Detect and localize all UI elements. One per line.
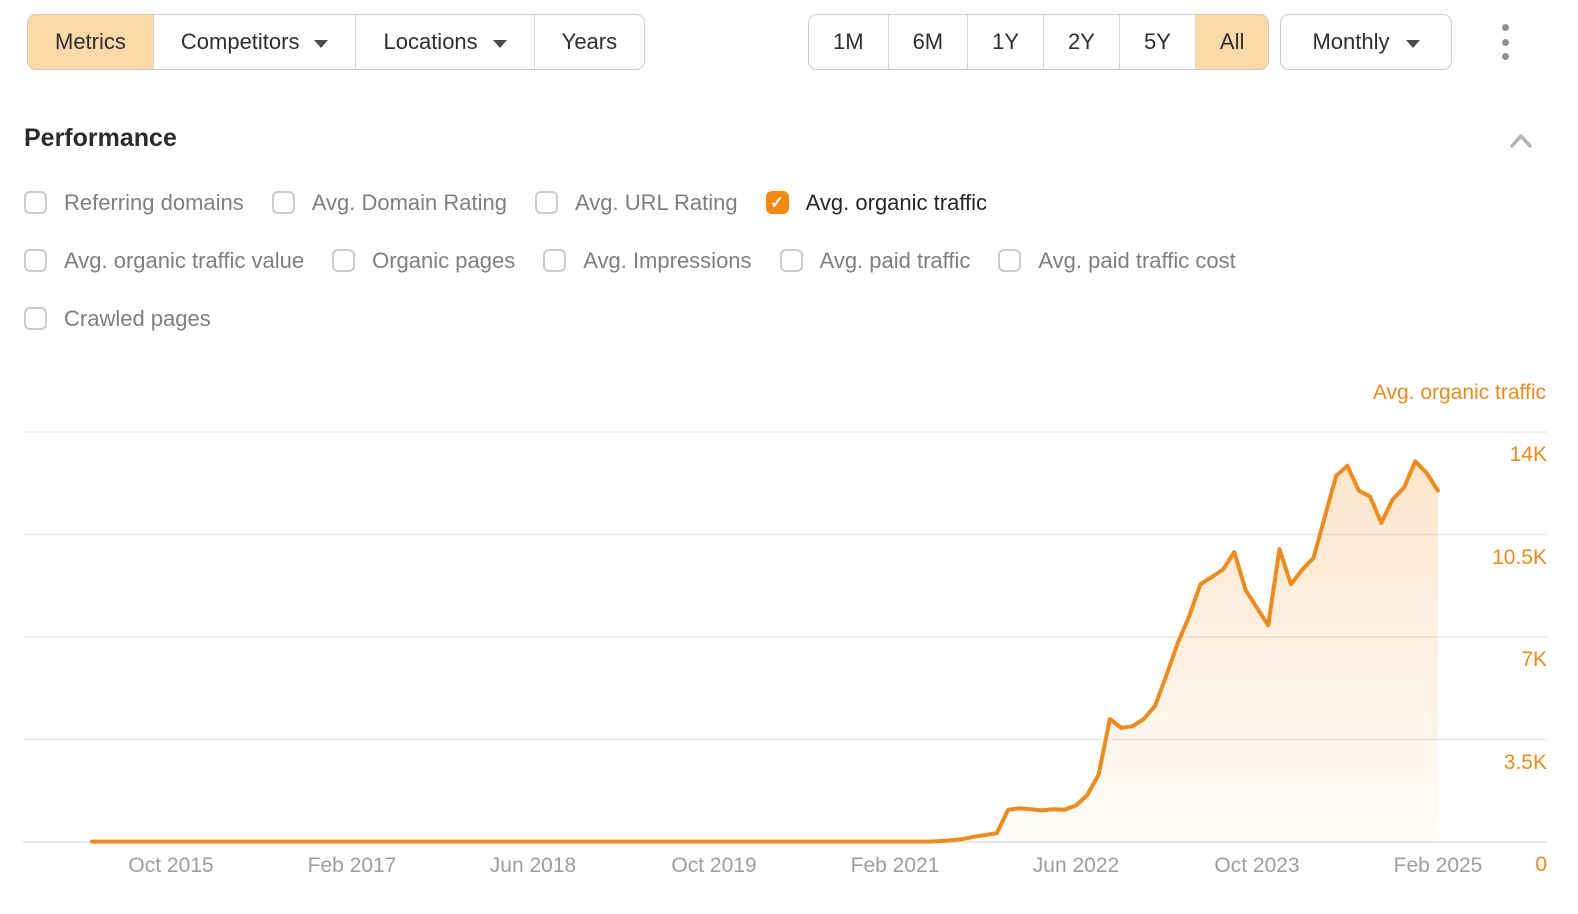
toolbar-button-metrics[interactable]: Metrics xyxy=(28,15,153,69)
range-button-1m[interactable]: 1M xyxy=(809,15,888,69)
metric-toggle-avg-url-rating[interactable]: Avg. URL Rating xyxy=(535,190,738,216)
metric-label: Crawled pages xyxy=(64,305,211,331)
button-label: Years xyxy=(561,29,618,54)
metric-toggle-avg-paid-traffic-cost[interactable]: Avg. paid traffic cost xyxy=(998,247,1236,274)
top-toolbar: Metrics Competitors Locations Years 1M 6M 1Y 2… xyxy=(0,0,1578,84)
metric-row: Referring domains Avg. Domain Rating Avg. … xyxy=(24,189,1236,216)
traffic-area-fill xyxy=(92,461,1438,842)
button-label: Competitors xyxy=(180,29,300,54)
metric-toggle-referring-domains[interactable]: Referring domains xyxy=(24,190,244,216)
more-options-button[interactable] xyxy=(1494,22,1516,62)
metric-checkbox-list: Referring domains Avg. Domain Rating Avg. … xyxy=(24,189,1236,363)
metric-toggle-organic-pages[interactable]: Organic pages xyxy=(332,248,515,274)
kebab-menu-icon xyxy=(1501,24,1509,31)
range-button-2y[interactable]: 2Y xyxy=(1043,15,1119,69)
interval-dropdown-label: Monthly xyxy=(1312,29,1390,54)
checkbox-unchecked[interactable] xyxy=(24,307,47,330)
metric-toggle-avg-paid-traffic[interactable]: Avg. paid traffic xyxy=(779,247,971,274)
chevron-down-icon xyxy=(1405,39,1420,48)
checkbox-unchecked[interactable] xyxy=(779,249,803,272)
metric-label: Avg. Domain Rating xyxy=(311,189,507,215)
x-tick-label: Oct 2015 xyxy=(128,854,214,877)
button-label: All xyxy=(1219,29,1245,54)
y-tick-label: 10.5K xyxy=(1492,545,1547,569)
kebab-menu-icon xyxy=(1501,38,1509,46)
x-tick-label: Oct 2019 xyxy=(671,854,757,877)
time-range-button-group: 1M 6M 1Y 2Y 5Y All xyxy=(808,14,1270,70)
checkbox-unchecked[interactable] xyxy=(24,191,47,214)
checkbox-checked[interactable]: ✓ xyxy=(765,191,789,214)
metric-toggle-crawled-pages[interactable]: Crawled pages xyxy=(24,306,211,332)
metric-toggle-avg-organic-traffic-value[interactable]: Avg. organic traffic value xyxy=(24,248,304,274)
chevron-up-icon xyxy=(1510,134,1532,148)
toolbar-button-locations[interactable]: Locations xyxy=(355,15,534,69)
traffic-line xyxy=(90,459,1440,844)
toolbar-button-competitors[interactable]: Competitors xyxy=(152,15,356,69)
x-tick-label: Oct 2023 xyxy=(1214,854,1300,877)
chevron-down-icon xyxy=(492,39,507,48)
button-label: 5Y xyxy=(1143,29,1171,54)
range-button-1y[interactable]: 1Y xyxy=(967,15,1044,69)
x-tick-label: Jun 2018 xyxy=(489,854,577,877)
interval-dropdown[interactable]: Monthly xyxy=(1280,14,1452,70)
toolbar-button-years[interactable]: Years xyxy=(533,15,645,69)
checkbox-unchecked[interactable] xyxy=(24,249,47,272)
checkbox-unchecked[interactable] xyxy=(543,249,567,272)
metric-row: Crawled pages xyxy=(24,305,1236,332)
checkmark-icon: ✓ xyxy=(770,193,785,212)
y-tick-label: 0 xyxy=(1535,853,1547,876)
metric-label: Avg. paid traffic xyxy=(819,247,971,273)
y-tick-label: 7K xyxy=(1521,648,1547,671)
view-button-group: Metrics Competitors Locations Years xyxy=(27,14,646,70)
metric-toggle-avg-organic-traffic[interactable]: ✓ Avg. organic traffic xyxy=(765,189,988,216)
y-tick-label: 14K xyxy=(1509,443,1547,466)
performance-section-header: Performance xyxy=(0,120,1578,162)
x-tick-label: Jun 2022 xyxy=(1032,854,1120,877)
metric-label: Avg. Impressions xyxy=(583,247,752,273)
range-button-6m[interactable]: 6M xyxy=(887,15,968,69)
range-button-all[interactable]: All xyxy=(1194,15,1269,69)
collapse-section-button[interactable] xyxy=(1505,128,1537,154)
section-title: Performance xyxy=(24,124,177,152)
checkbox-unchecked[interactable] xyxy=(271,191,295,214)
button-label: 6M xyxy=(912,29,944,54)
metric-label: Avg. organic traffic xyxy=(805,189,988,215)
checkbox-unchecked[interactable] xyxy=(332,249,356,272)
checkbox-unchecked[interactable] xyxy=(535,191,558,214)
button-label: 1Y xyxy=(992,29,1020,54)
traffic-chart-panel: Avg. organic traffic 14K 10.5K 7K 3.5K 0 Oct … xyxy=(0,370,1578,914)
button-label: 2Y xyxy=(1068,29,1095,54)
button-label: Locations xyxy=(383,29,478,54)
traffic-chart xyxy=(23,431,1547,844)
chevron-down-icon xyxy=(314,39,329,48)
x-tick-label: Feb 2025 xyxy=(1393,854,1483,877)
metric-label: Organic pages xyxy=(372,247,516,273)
series-legend-label: Avg. organic traffic xyxy=(1372,381,1546,404)
metric-label: Avg. organic traffic value xyxy=(64,247,305,273)
kebab-menu-icon xyxy=(1501,53,1509,60)
metric-label: Avg. paid traffic cost xyxy=(1038,247,1236,273)
metric-toggle-avg-impressions[interactable]: Avg. Impressions xyxy=(543,247,752,274)
x-tick-label: Feb 2021 xyxy=(850,854,940,877)
button-label: 1M xyxy=(833,29,864,54)
metric-toggle-avg-domain-rating[interactable]: Avg. Domain Rating xyxy=(271,189,507,216)
range-button-5y[interactable]: 5Y xyxy=(1118,15,1195,69)
x-tick-label: Feb 2017 xyxy=(307,854,397,877)
y-tick-label: 3.5K xyxy=(1503,750,1547,774)
metric-label: Referring domains xyxy=(64,189,244,215)
checkbox-unchecked[interactable] xyxy=(998,249,1022,272)
metric-row: Avg. organic traffic value Organic pages A… xyxy=(24,247,1236,274)
button-label: Metrics xyxy=(55,29,126,54)
metric-label: Avg. URL Rating xyxy=(575,189,738,215)
